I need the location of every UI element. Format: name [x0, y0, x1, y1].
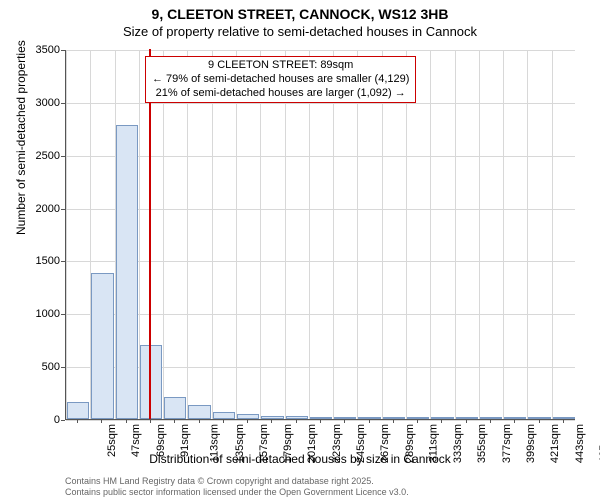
y-tick-mark	[61, 367, 65, 368]
gridline-v	[430, 50, 431, 419]
x-tick-label: 135sqm	[234, 424, 246, 463]
x-tick-label: 267sqm	[379, 424, 391, 463]
gridline-h	[66, 50, 575, 51]
y-tick-mark	[61, 314, 65, 315]
x-tick-label: 47sqm	[130, 424, 142, 457]
x-tick-mark	[271, 419, 272, 423]
x-tick-label: 421sqm	[549, 424, 561, 463]
plot-area	[65, 50, 575, 420]
x-tick-label: 311sqm	[427, 424, 439, 462]
histogram-bar	[164, 397, 186, 419]
y-tick-mark	[61, 103, 65, 104]
marker-line	[149, 49, 151, 419]
y-tick-label: 2000	[36, 203, 60, 215]
x-tick-mark	[466, 419, 467, 423]
gridline-v	[552, 50, 553, 419]
x-tick-mark	[369, 419, 370, 423]
gridline-v	[163, 50, 164, 419]
x-tick-label: 377sqm	[501, 424, 513, 463]
y-tick-mark	[61, 420, 65, 421]
gridline-v	[382, 50, 383, 419]
gridline-v	[285, 50, 286, 419]
x-tick-label: 201sqm	[307, 424, 319, 463]
gridline-v	[357, 50, 358, 419]
x-tick-mark	[441, 419, 442, 423]
y-tick-mark	[61, 209, 65, 210]
x-tick-mark	[514, 419, 515, 423]
y-tick-mark	[61, 261, 65, 262]
x-tick-label: 355sqm	[477, 424, 489, 463]
gridline-v	[236, 50, 237, 419]
gridline-v	[527, 50, 528, 419]
x-tick-mark	[393, 419, 394, 423]
x-tick-mark	[199, 419, 200, 423]
gridline-h	[66, 314, 575, 315]
x-tick-label: 333sqm	[452, 424, 464, 463]
histogram-bar	[140, 345, 162, 419]
gridline-h	[66, 156, 575, 157]
footer-line-2: Contains public sector information licen…	[65, 487, 409, 497]
x-tick-mark	[563, 419, 564, 423]
x-tick-mark	[296, 419, 297, 423]
chart-title: 9, CLEETON STREET, CANNOCK, WS12 3HB	[0, 6, 600, 22]
gridline-v	[479, 50, 480, 419]
x-tick-label: 91sqm	[179, 424, 191, 457]
x-tick-mark	[539, 419, 540, 423]
histogram-bar	[67, 402, 89, 419]
histogram-bar	[213, 412, 235, 419]
x-tick-mark	[174, 419, 175, 423]
y-tick-label: 500	[42, 361, 60, 373]
y-tick-mark	[61, 156, 65, 157]
gridline-v	[260, 50, 261, 419]
gridline-h	[66, 261, 575, 262]
y-tick-mark	[61, 50, 65, 51]
gridline-h	[66, 209, 575, 210]
x-tick-mark	[417, 419, 418, 423]
histogram-bar	[116, 125, 138, 419]
y-axis-label: Number of semi-detached properties	[14, 40, 28, 235]
gridline-v	[66, 50, 67, 419]
chart-container: 9, CLEETON STREET, CANNOCK, WS12 3HB Siz…	[0, 0, 600, 500]
x-tick-mark	[344, 419, 345, 423]
gridline-v	[333, 50, 334, 419]
y-tick-label: 1000	[36, 308, 60, 320]
gridline-v	[309, 50, 310, 419]
x-tick-mark	[320, 419, 321, 423]
gridline-v	[455, 50, 456, 419]
x-tick-label: 443sqm	[574, 424, 586, 463]
y-tick-label: 0	[54, 414, 60, 426]
y-tick-label: 2500	[36, 150, 60, 162]
x-tick-label: 25sqm	[106, 424, 118, 457]
annotation-box: 9 CLEETON STREET: 89sqm← 79% of semi-det…	[145, 56, 416, 103]
x-tick-label: 69sqm	[155, 424, 167, 457]
x-tick-label: 157sqm	[258, 424, 270, 463]
annotation-line: 9 CLEETON STREET: 89sqm	[152, 59, 409, 73]
gridline-v	[187, 50, 188, 419]
gridline-v	[406, 50, 407, 419]
x-tick-label: 179sqm	[282, 424, 294, 463]
x-tick-label: 113sqm	[209, 424, 221, 462]
y-tick-label: 3000	[36, 97, 60, 109]
footer-line-1: Contains HM Land Registry data © Crown c…	[65, 476, 374, 486]
x-tick-mark	[77, 419, 78, 423]
gridline-v	[503, 50, 504, 419]
x-tick-mark	[247, 419, 248, 423]
x-tick-label: 245sqm	[355, 424, 367, 463]
x-tick-mark	[126, 419, 127, 423]
annotation-line: ← 79% of semi-detached houses are smalle…	[152, 73, 409, 87]
gridline-v	[212, 50, 213, 419]
x-tick-label: 399sqm	[525, 424, 537, 463]
y-tick-label: 3500	[36, 44, 60, 56]
histogram-bar	[188, 405, 210, 419]
x-tick-label: 223sqm	[331, 424, 343, 463]
x-tick-mark	[490, 419, 491, 423]
annotation-line: 21% of semi-detached houses are larger (…	[152, 87, 409, 101]
chart-subtitle: Size of property relative to semi-detach…	[0, 24, 600, 39]
histogram-bar	[91, 273, 113, 419]
x-tick-mark	[101, 419, 102, 423]
x-tick-label: 289sqm	[404, 424, 416, 463]
x-tick-mark	[150, 419, 151, 423]
x-tick-mark	[223, 419, 224, 423]
y-tick-label: 1500	[36, 255, 60, 267]
